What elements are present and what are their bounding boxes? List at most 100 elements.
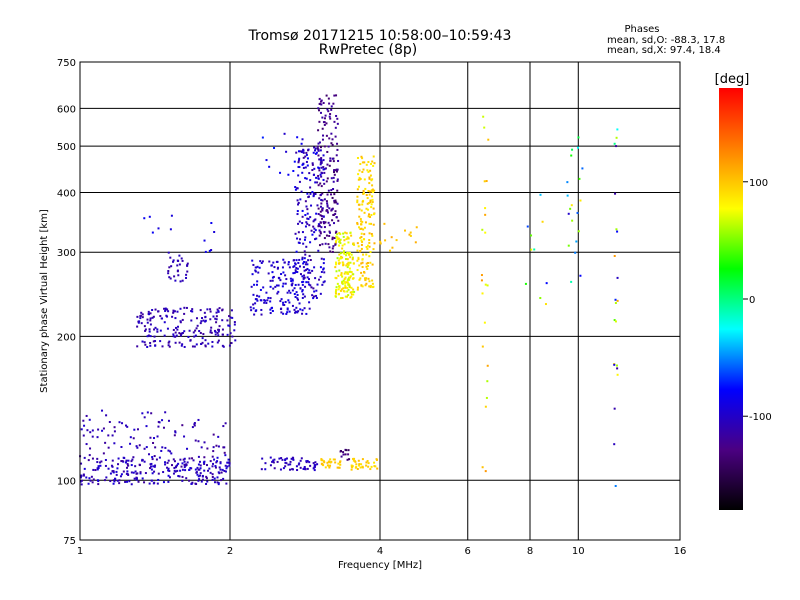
data-point: [215, 321, 218, 324]
data-point: [101, 429, 104, 432]
data-point: [171, 315, 174, 318]
data-point: [214, 317, 217, 320]
data-point: [306, 208, 309, 211]
data-point: [484, 213, 487, 216]
data-point: [359, 466, 362, 469]
data-point: [164, 461, 167, 464]
data-point: [199, 322, 202, 325]
data-point: [297, 201, 300, 204]
data-point: [307, 149, 310, 152]
data-point: [193, 335, 196, 338]
data-point: [214, 465, 217, 468]
data-point: [320, 226, 323, 229]
data-point: [328, 115, 331, 118]
data-point: [308, 283, 311, 286]
data-point: [314, 147, 317, 150]
data-point: [217, 334, 220, 337]
data-point: [330, 108, 333, 111]
data-point: [323, 280, 326, 283]
data-point: [110, 464, 113, 467]
data-point: [294, 186, 297, 189]
data-point: [356, 222, 359, 225]
data-point: [161, 345, 164, 348]
data-point: [484, 405, 487, 408]
data-point: [571, 148, 574, 151]
data-point: [332, 458, 335, 461]
data-point: [358, 463, 361, 466]
data-point: [217, 445, 220, 448]
data-point: [328, 230, 331, 233]
data-point: [337, 288, 340, 291]
data-point: [356, 195, 359, 198]
data-point: [367, 189, 370, 192]
data-point: [297, 261, 300, 264]
data-point: [96, 468, 99, 471]
data-point: [335, 288, 338, 291]
data-point: [312, 194, 315, 197]
data-point: [364, 221, 367, 224]
data-point: [196, 473, 199, 476]
data-point: [318, 197, 321, 200]
data-point: [258, 266, 261, 269]
data-point: [180, 465, 183, 468]
data-point: [96, 467, 99, 470]
data-point: [325, 234, 328, 237]
data-point: [288, 289, 291, 292]
data-point: [361, 465, 364, 468]
data-point: [336, 257, 339, 260]
data-point: [372, 213, 375, 216]
data-point: [125, 459, 128, 462]
data-point: [319, 173, 322, 176]
data-point: [254, 269, 257, 272]
data-point: [205, 477, 208, 480]
data-point: [302, 151, 305, 154]
data-point: [314, 149, 317, 152]
data-point: [306, 222, 309, 225]
data-point: [172, 311, 175, 314]
data-point: [325, 134, 328, 137]
data-point: [312, 225, 315, 228]
data-point: [323, 145, 326, 148]
data-point: [290, 280, 293, 283]
data-point: [356, 468, 359, 471]
data-point: [360, 247, 363, 250]
data-point: [360, 271, 363, 274]
data-point: [252, 303, 255, 306]
data-point: [167, 344, 170, 347]
data-point: [279, 300, 282, 303]
plot-border: [79, 61, 681, 541]
data-point: [321, 116, 324, 119]
data-point: [314, 218, 317, 221]
data-point: [301, 283, 304, 286]
data-point: [361, 285, 364, 288]
data-point: [220, 471, 223, 474]
data-point: [284, 459, 287, 462]
data-point: [275, 284, 278, 287]
data-point: [181, 468, 184, 471]
data-point: [138, 444, 141, 447]
data-point: [185, 273, 188, 276]
data-point: [345, 232, 348, 235]
data-point: [570, 280, 573, 283]
x-tick-label: 16: [674, 546, 687, 557]
data-point: [294, 283, 297, 286]
data-point: [368, 241, 371, 244]
data-point: [338, 244, 341, 247]
data-point: [487, 138, 490, 141]
colorbar-label: [deg]: [715, 72, 750, 87]
data-point: [308, 254, 311, 257]
data-point: [330, 142, 333, 145]
data-point: [309, 258, 312, 261]
data-point: [322, 159, 325, 162]
data-point: [203, 469, 206, 472]
data-point: [362, 189, 365, 192]
data-point: [293, 308, 296, 311]
data-point: [334, 231, 337, 234]
data-point: [85, 414, 88, 417]
data-point: [105, 414, 108, 417]
data-point: [581, 167, 584, 170]
data-point: [361, 203, 364, 206]
data-point: [218, 466, 221, 469]
data-point: [304, 155, 307, 158]
